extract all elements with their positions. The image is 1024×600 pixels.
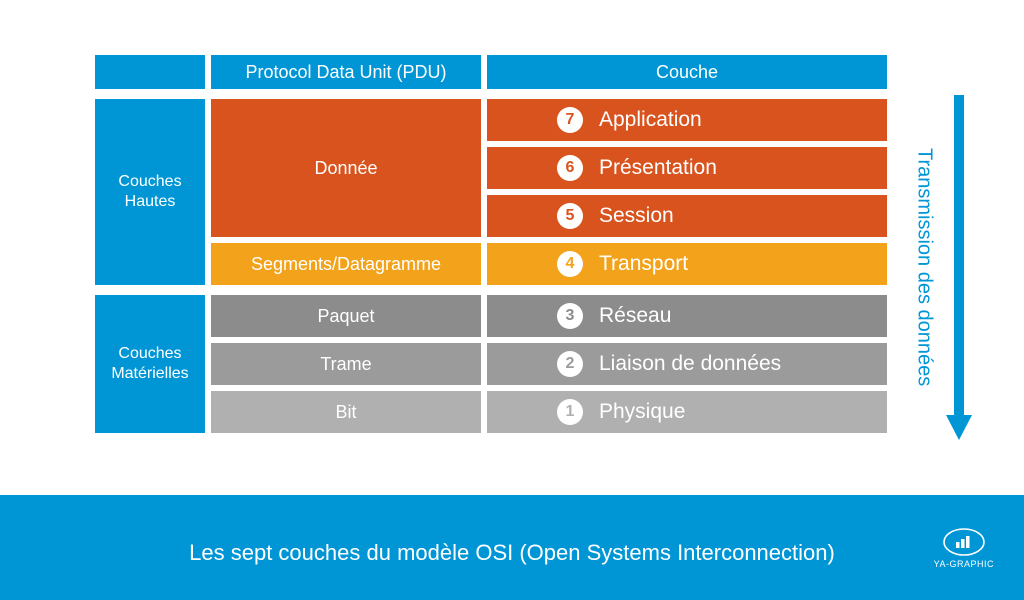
footer-bar: Les sept couches du modèle OSI (Open Sys… <box>0 495 1024 600</box>
logo-text: YA-GRAPHIC <box>934 559 994 569</box>
pdu-cell: Bit <box>211 391 481 433</box>
logo: YA-GRAPHIC <box>934 527 994 569</box>
group-low: CouchesMatérielles Paquet 3 Réseau Trame 2 Li… <box>95 295 895 433</box>
header-row: Protocol Data Unit (PDU) Couche <box>95 55 895 89</box>
transmission-arrow: Transmission des données <box>910 95 1010 440</box>
layer-badge: 2 <box>557 351 583 377</box>
header-pdu: Protocol Data Unit (PDU) <box>211 55 481 89</box>
header-blank <box>95 55 205 89</box>
layer-name: Session <box>599 204 674 228</box>
pdu-cell: Trame <box>211 343 481 385</box>
side-label-high: CouchesHautes <box>95 99 205 285</box>
logo-icon <box>943 527 985 557</box>
row: Trame 2 Liaison de données <box>211 343 895 385</box>
layer-name: Application <box>599 108 702 132</box>
layer-name: Présentation <box>599 156 717 180</box>
layer-badge: 3 <box>557 303 583 329</box>
layer-name: Liaison de données <box>599 352 781 376</box>
arrow-down-icon <box>944 95 974 440</box>
pdu-cell: Segments/Datagramme <box>211 243 481 285</box>
layer-name: Physique <box>599 400 685 424</box>
layer-name: Réseau <box>599 304 671 328</box>
rows-high: Donnée 7 Application 6 Présentation 5 Session… <box>211 99 895 285</box>
group-high: CouchesHautes Donnée 7 Application 6 Présen… <box>95 99 895 285</box>
layer-5: 5 Session <box>487 195 887 237</box>
rows-low: Paquet 3 Réseau Trame 2 Liaison de données Bit… <box>211 295 895 433</box>
footer-title: Les sept couches du modèle OSI (Open Sys… <box>0 540 1024 566</box>
row: Bit 1 Physique <box>211 391 895 433</box>
layer-badge: 7 <box>557 107 583 133</box>
header-layer: Couche <box>487 55 887 89</box>
pdu-cell: Paquet <box>211 295 481 337</box>
merged-row: Donnée 7 Application 6 Présentation 5 Session <box>211 99 895 237</box>
layer-4: 4 Transport <box>487 243 887 285</box>
layer-badge: 6 <box>557 155 583 181</box>
arrow-label: Transmission des données <box>910 95 938 440</box>
osi-diagram: Protocol Data Unit (PDU) Couche CouchesH… <box>95 55 895 433</box>
layer-name: Transport <box>599 252 688 276</box>
row-transport: Segments/Datagramme 4 Transport <box>211 243 895 285</box>
layer-6: 6 Présentation <box>487 147 887 189</box>
layer-7: 7 Application <box>487 99 887 141</box>
layers-stack: 7 Application 6 Présentation 5 Session <box>487 99 887 237</box>
layer-3: 3 Réseau <box>487 295 887 337</box>
layer-badge: 1 <box>557 399 583 425</box>
side-label-low: CouchesMatérielles <box>95 295 205 433</box>
layer-badge: 5 <box>557 203 583 229</box>
row: Paquet 3 Réseau <box>211 295 895 337</box>
layer-1: 1 Physique <box>487 391 887 433</box>
pdu-donnee: Donnée <box>211 99 481 237</box>
layer-2: 2 Liaison de données <box>487 343 887 385</box>
layer-badge: 4 <box>557 251 583 277</box>
